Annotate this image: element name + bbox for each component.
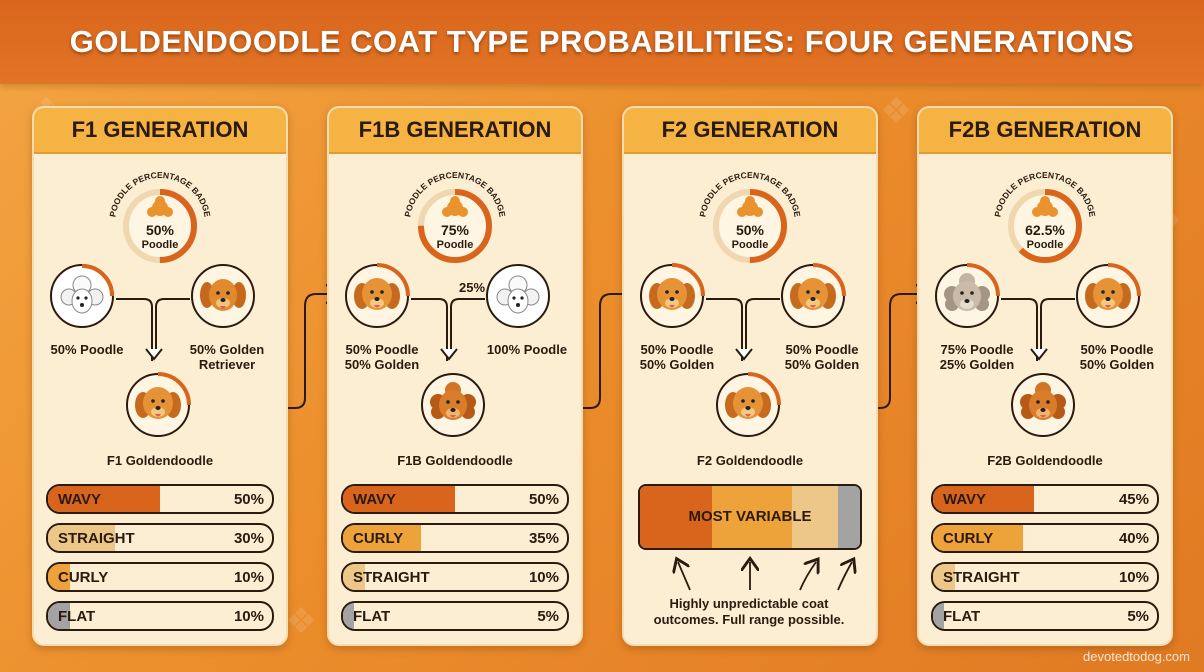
poodle-percentage-badge: POODLE PERCENTAGE BADGE 50% Poodle [105, 168, 215, 278]
coat-bar-flat: FLAT 10% [46, 601, 274, 631]
goldendoodle-icon [345, 263, 410, 328]
offspring-label: F1 Goldendoodle [106, 453, 214, 468]
golden-retriever-icon [191, 264, 255, 328]
coat-bar-wavy: WAVY 50% [341, 484, 569, 514]
badge-label: Poodle [141, 239, 179, 251]
coat-bar-fill [933, 525, 1023, 551]
badge-label: Poodle [731, 239, 769, 251]
goldendoodle-icon [1076, 263, 1141, 328]
variability-segment [712, 486, 792, 548]
offspring-label: F2 Goldendoodle [696, 453, 804, 468]
variability-arrows [624, 550, 876, 591]
offspring-label: F2B Goldendoodle [987, 453, 1103, 468]
white-poodle-icon [50, 264, 114, 328]
variability-bar: MOST VARIABLE [638, 484, 862, 550]
parent-right-label: 50% Poodle 50% Golden [1079, 342, 1155, 372]
paw-print-icon: ❖ [285, 600, 318, 641]
coat-bar-straight: STRAIGHT 10% [931, 562, 1159, 592]
parent-left-label: 50% Poodle [50, 342, 124, 357]
coat-bar-flat: FLAT 5% [341, 601, 569, 631]
coat-bar-wavy: WAVY 50% [46, 484, 274, 514]
paw-print-icon: ❖ [880, 90, 913, 131]
poodle-head-icon [1032, 196, 1058, 217]
coat-bar-fill [933, 603, 945, 629]
cross-arrow [706, 298, 780, 361]
coat-bar-fill [933, 486, 1034, 512]
curly-goldendoodle-icon [421, 373, 485, 437]
parent-right-label: 50% Golden Retriever [189, 342, 265, 372]
coat-bar-fill [343, 486, 455, 512]
curly-goldendoodle-icon [1011, 373, 1075, 437]
card-title: F2 GENERATION [624, 108, 876, 154]
parent-right-label: 100% Poodle [486, 342, 568, 357]
poodle-percentage-badge: POODLE PERCENTAGE BADGE 62.5% Poodle [990, 168, 1100, 278]
badge-percent: 75% [440, 222, 470, 238]
gray-doodle-icon [935, 263, 1000, 328]
variability-segment [838, 486, 860, 548]
cross-arrow [411, 298, 485, 361]
goldendoodle-icon [126, 372, 191, 437]
coat-bar-fill [48, 486, 160, 512]
badge-label: Poodle [436, 239, 474, 251]
coat-bar-straight: STRAIGHT 10% [341, 562, 569, 592]
card-title: F1 GENERATION [34, 108, 286, 154]
variability-note: Highly unpredictable coat outcomes. Full… [653, 596, 845, 627]
coat-bar-fill [343, 525, 422, 551]
badge-percent: 50% [145, 222, 175, 238]
coat-bar-fill [48, 564, 71, 590]
generation-card-f2b: F2B GENERATION POODLE PERCENTAGE BADGE 6… [917, 106, 1173, 646]
generation-card-f1b: F1B GENERATION POODLE PERCENTAGE BADGE 7… [327, 106, 583, 646]
site-credit: devotedtodog.com [1083, 649, 1190, 664]
goldendoodle-icon [716, 372, 781, 437]
poodle-percentage-badge: POODLE PERCENTAGE BADGE 75% Poodle [400, 168, 510, 278]
page-header: GOLDENDOODLE COAT TYPE PROBABILITIES: FO… [0, 0, 1204, 84]
parent-right-label: 50% Poodle 50% Golden [784, 342, 860, 372]
offspring-label: F1B Goldendoodle [397, 453, 513, 468]
poodle-head-icon [147, 196, 173, 217]
poodle-percentage-badge: POODLE PERCENTAGE BADGE 50% Poodle [695, 168, 805, 278]
white-poodle-icon [486, 264, 550, 328]
coat-bar-fill [933, 564, 956, 590]
coat-bar-curly: CURLY 40% [931, 523, 1159, 553]
parent-left-label: 50% Poodle 50% Golden [344, 342, 420, 372]
cross-arrow [116, 298, 190, 361]
coat-bar-flat: FLAT 5% [931, 601, 1159, 631]
parent-left-label: 75% Poodle 25% Golden [939, 342, 1015, 372]
badge-percent: 50% [735, 222, 765, 238]
goldendoodle-icon [640, 263, 705, 328]
cross-arrow [1001, 298, 1075, 361]
coat-bar-wavy: WAVY 45% [931, 484, 1159, 514]
poodle-head-icon [442, 196, 468, 217]
poodle-head-icon [737, 196, 763, 217]
generation-card-f1: F1 GENERATION POODLE PERCENTAGE BADGE 50… [32, 106, 288, 646]
card-title: F2B GENERATION [919, 108, 1171, 154]
variability-label: MOST VARIABLE [688, 508, 812, 525]
goldendoodle-icon [781, 263, 846, 328]
badge-label: Poodle [1026, 239, 1064, 251]
card-title: F1B GENERATION [329, 108, 581, 154]
coat-bar-fill [48, 603, 71, 629]
coat-bar-fill [343, 603, 355, 629]
badge-percent: 62.5% [1025, 222, 1065, 238]
parent-right-tag: 25% [458, 280, 486, 295]
page-title: GOLDENDOODLE COAT TYPE PROBABILITIES: FO… [69, 24, 1135, 59]
coat-bar-fill [48, 525, 116, 551]
coat-bar-fill [343, 564, 366, 590]
parent-left-label: 50% Poodle 50% Golden [639, 342, 715, 372]
coat-bar-curly: CURLY 35% [341, 523, 569, 553]
coat-bar-curly: CURLY 10% [46, 562, 274, 592]
generation-card-f2: F2 GENERATION POODLE PERCENTAGE BADGE 50… [622, 106, 878, 646]
coat-bar-straight: STRAIGHT 30% [46, 523, 274, 553]
variability-segment [792, 486, 838, 548]
variability-segment [640, 486, 712, 548]
